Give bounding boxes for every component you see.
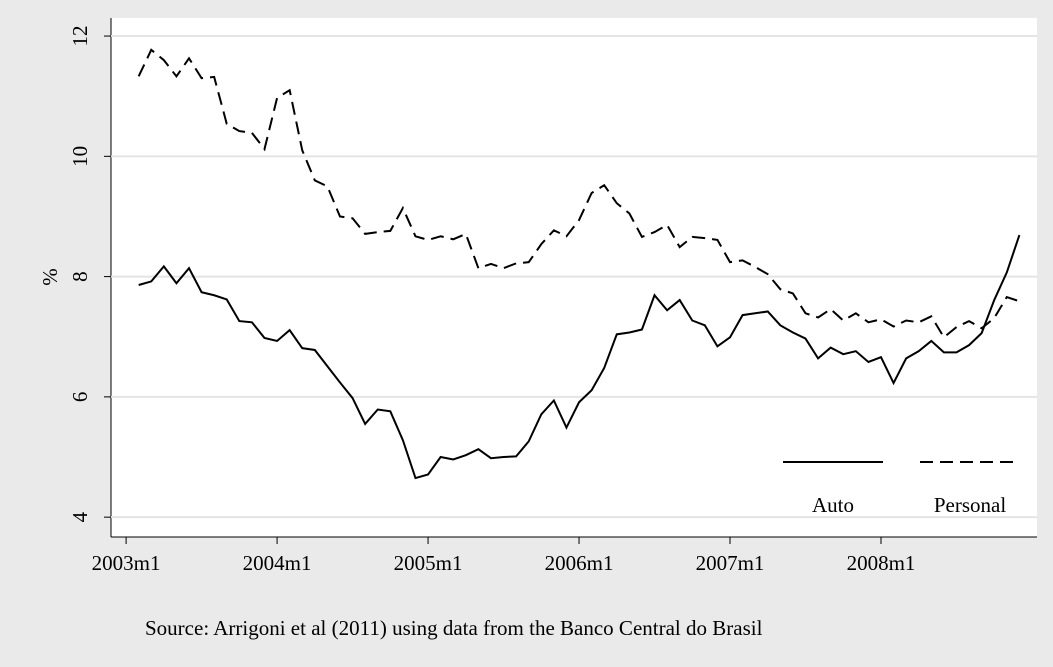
series-line — [138, 234, 1021, 480]
y-tick-label: 6 — [68, 392, 92, 403]
legend-label: Auto — [812, 493, 854, 517]
legend-label: Personal — [934, 493, 1006, 517]
x-tick-label: 2006m1 — [545, 551, 614, 575]
y-tick-label: 4 — [68, 511, 92, 522]
x-tick-label: 2003m1 — [92, 551, 161, 575]
x-tick-label: 2004m1 — [243, 551, 312, 575]
y-tick-label: 12 — [68, 26, 92, 47]
x-tick-label: 2007m1 — [696, 551, 765, 575]
series-line — [137, 48, 1020, 339]
y-tick-label: 10 — [68, 146, 92, 167]
y-tick-label: 8 — [68, 271, 92, 282]
x-tick-label: 2005m1 — [394, 551, 463, 575]
x-tick-label: 2008m1 — [847, 551, 916, 575]
y-axis-label: % — [38, 268, 62, 286]
source-note: Source: Arrigoni et al (2011) using data… — [145, 616, 763, 640]
